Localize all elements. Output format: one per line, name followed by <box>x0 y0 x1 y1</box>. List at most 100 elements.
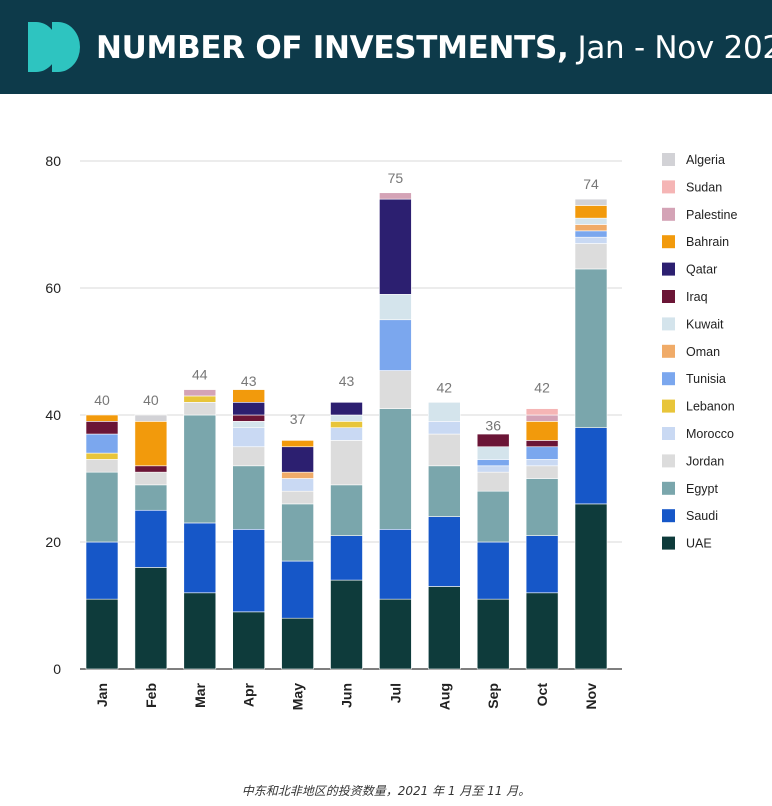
bar-segment-morocco-may <box>281 478 314 492</box>
x-tick-label: Jul <box>387 683 403 703</box>
legend-label-morocco: Morocco <box>686 427 734 441</box>
legend-label-egypt: Egypt <box>686 482 718 496</box>
bar-segment-bahrain-jan <box>85 414 119 422</box>
bar-segment-egypt-may <box>281 503 314 562</box>
bar-segment-qatar-jun <box>330 401 363 416</box>
page-title: NUMBER OF INVESTMENTS,Jan - Nov 2021 <box>96 26 772 70</box>
bar-segment-egypt-feb <box>134 484 168 511</box>
x-tick-label: Jun <box>339 683 355 708</box>
legend-label-jordan: Jordan <box>686 454 724 468</box>
bar-segment-saudi-jul <box>379 528 412 600</box>
bar-segment-qatar-jul <box>379 198 412 295</box>
bar-segment-oman-may <box>281 471 314 479</box>
x-tick-label: Nov <box>583 683 599 710</box>
bar-total-label: 40 <box>94 392 110 408</box>
bar-segment-sudan-oct <box>525 408 559 416</box>
bar-segment-egypt-nov <box>574 268 608 428</box>
bar-segment-uae-sep <box>476 598 510 670</box>
bar-segment-algeria-feb <box>134 414 168 422</box>
x-tick-label: Feb <box>143 683 159 708</box>
bar-segment-uae-jan <box>85 598 119 670</box>
bar-segment-saudi-mar <box>183 522 217 594</box>
legend-label-qatar: Qatar <box>686 263 717 277</box>
legend-label-uae: UAE <box>686 537 712 551</box>
bar-segment-jordan-apr <box>232 446 265 467</box>
header-banner: NUMBER OF INVESTMENTS,Jan - Nov 2021 <box>0 0 772 94</box>
bar-segment-tunisia-jan <box>85 433 119 454</box>
legend-swatch-kuwait <box>662 317 675 331</box>
bar-segment-bahrain-oct <box>525 421 559 441</box>
legend-swatch-palestine <box>662 207 675 221</box>
bar-segment-jordan-may <box>281 490 314 505</box>
bar-segment-uae-jul <box>379 598 412 670</box>
bar-total-label: 42 <box>534 379 550 395</box>
bar-segment-tunisia-jul <box>379 319 412 371</box>
bar-segment-tunisia-sep <box>476 459 510 467</box>
legend-label-sudan: Sudan <box>686 180 722 194</box>
legend-swatch-uae <box>662 536 675 550</box>
y-tick-label: 60 <box>45 280 61 296</box>
legend-label-algeria: Algeria <box>686 153 725 167</box>
title-date-range: Jan - Nov 2021 <box>577 30 772 66</box>
legend-label-tunisia: Tunisia <box>686 372 726 386</box>
bar-segment-morocco-oct <box>525 459 559 467</box>
x-tick-label: Sep <box>485 683 501 709</box>
legend-swatch-algeria <box>662 153 675 166</box>
logo-icon <box>28 22 80 72</box>
bar-segment-tunisia-nov <box>574 230 608 238</box>
legend-swatch-tunisia <box>662 372 675 386</box>
bar-segment-lebanon-jan <box>85 452 119 460</box>
bar-segment-uae-oct <box>525 592 559 670</box>
bar-segment-palestine-mar <box>183 389 217 397</box>
bar-segment-egypt-jul <box>379 408 412 530</box>
bar-segment-kuwait-nov <box>574 217 608 225</box>
bar-segment-lebanon-mar <box>183 395 217 403</box>
bar-segment-iraq-oct <box>525 440 559 448</box>
bar-segment-saudi-apr <box>232 528 265 613</box>
bar-segment-bahrain-nov <box>574 205 608 219</box>
bar-segment-saudi-nov <box>574 427 608 505</box>
bar-segment-kuwait-apr <box>232 421 265 429</box>
legend-label-palestine: Palestine <box>686 208 737 222</box>
bar-segment-bahrain-may <box>281 440 314 448</box>
bar-segment-egypt-aug <box>427 465 461 517</box>
legend-swatch-saudi <box>662 509 675 523</box>
legend-swatch-morocco <box>662 427 675 440</box>
y-tick-label: 80 <box>45 153 61 169</box>
bar-segment-saudi-jun <box>330 535 363 581</box>
bar-total-label: 74 <box>583 176 599 192</box>
bar-segment-kuwait-jun <box>330 414 363 422</box>
bar-segment-egypt-apr <box>232 465 265 530</box>
bar-segment-egypt-jun <box>330 484 363 536</box>
bar-total-label: 43 <box>241 373 257 389</box>
bar-segment-jordan-jan <box>85 459 119 473</box>
bar-segment-uae-feb <box>134 567 168 670</box>
bar-segment-egypt-jan <box>85 471 119 543</box>
bar-segment-bahrain-feb <box>134 421 168 467</box>
legend-label-lebanon: Lebanon <box>686 400 735 414</box>
bar-segment-iraq-feb <box>134 465 168 473</box>
bar-segment-uae-jun <box>330 579 363 670</box>
x-tick-label: Oct <box>534 683 550 707</box>
bar-segment-kuwait-sep <box>476 446 510 460</box>
bar-segment-kuwait-jul <box>379 294 412 321</box>
bar-segment-tunisia-oct <box>525 446 559 460</box>
x-tick-label: Aug <box>436 683 452 710</box>
bar-segment-uae-aug <box>427 586 461 670</box>
stacked-bar-chart: 0 20 40 60 80 40 Jan 40 Feb 44 Mar 43 Apr 37 May 43 Jun 7… <box>45 153 737 710</box>
legend-swatch-bahrain <box>662 235 675 249</box>
title-bold: NUMBER OF INVESTMENTS, <box>96 30 569 66</box>
bar-segment-jordan-jul <box>379 370 412 409</box>
bar-segment-lebanon-jun <box>330 421 363 429</box>
bar-total-label: 37 <box>290 411 306 427</box>
figure-caption: 中东和北非地区的投资数量，2021 年 1 月至 11 月。 <box>241 784 531 798</box>
bar-segment-jordan-oct <box>525 465 559 479</box>
legend-label-saudi: Saudi <box>686 509 718 523</box>
bar-total-label: 44 <box>192 367 208 383</box>
bar-segment-iraq-sep <box>476 433 510 448</box>
x-tick-label: Mar <box>192 682 208 707</box>
x-tick-label: May <box>290 683 306 710</box>
bar-segment-uae-may <box>281 617 314 670</box>
bar-segment-morocco-aug <box>427 421 461 435</box>
bar-segment-bahrain-apr <box>232 389 265 403</box>
